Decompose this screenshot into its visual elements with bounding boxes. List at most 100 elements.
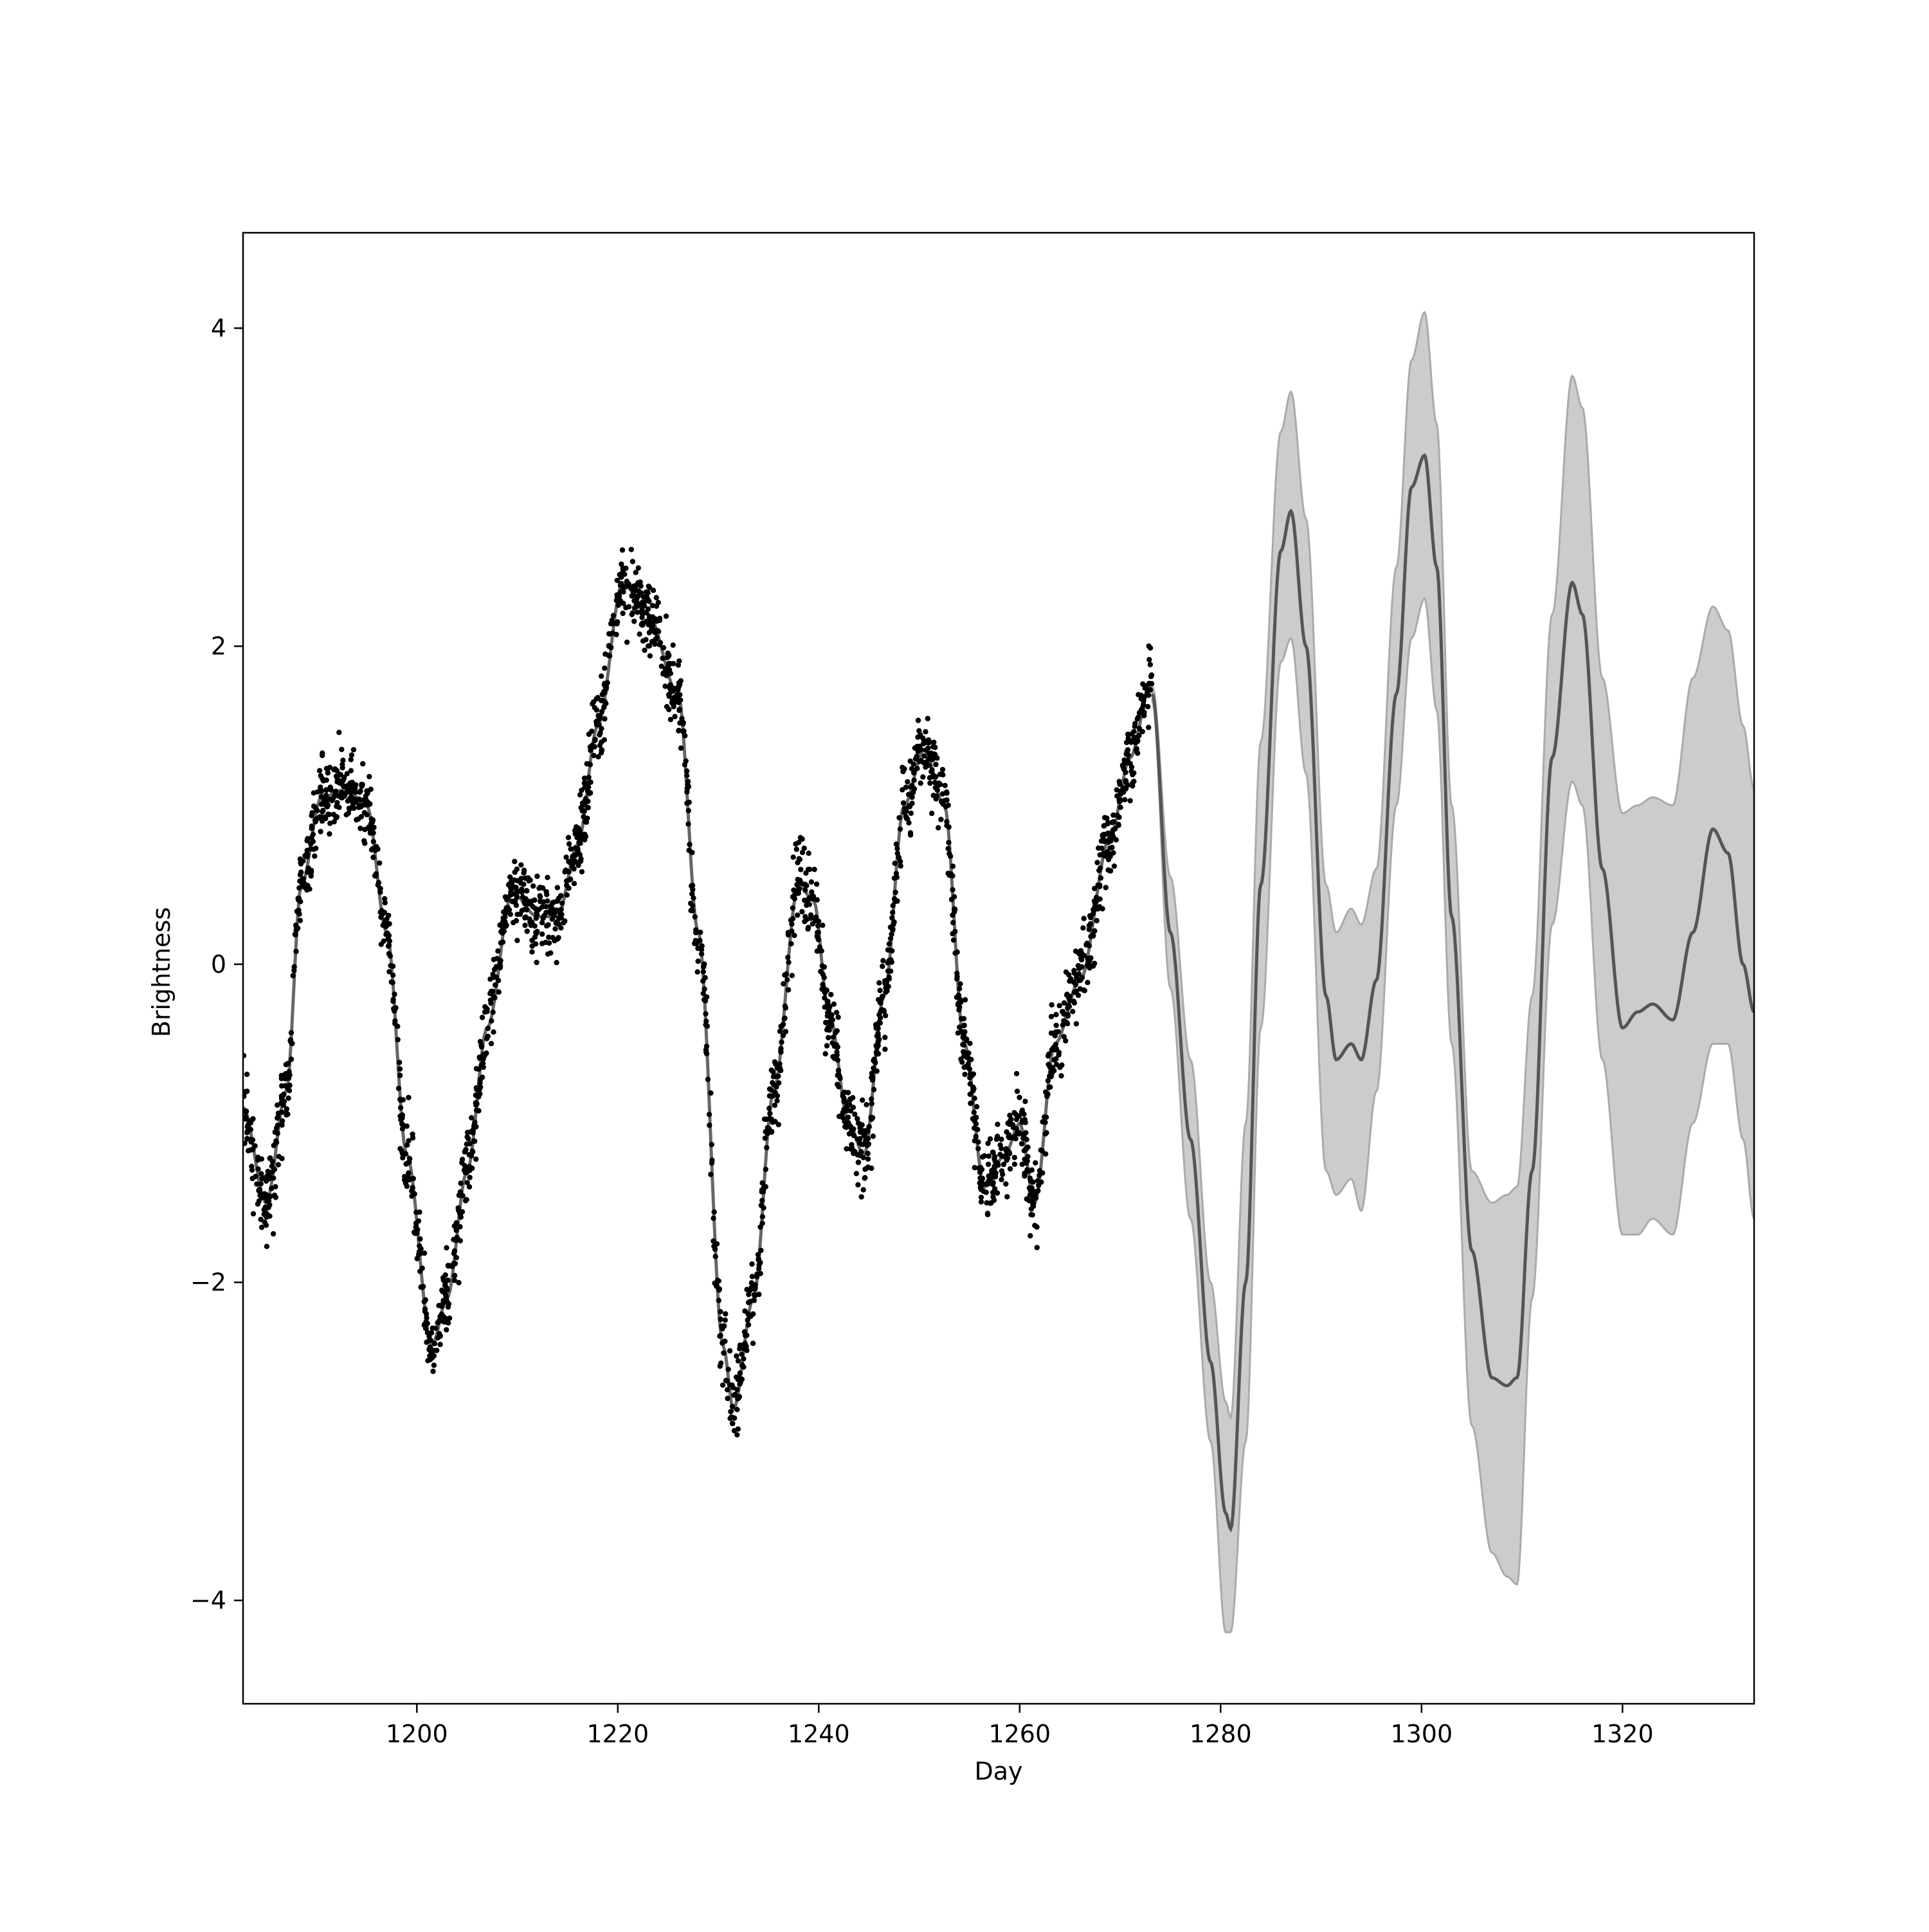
observation-point xyxy=(777,1028,783,1034)
observation-point xyxy=(833,1009,840,1016)
observation-point xyxy=(986,1153,992,1159)
x-tick-label: 1200 xyxy=(386,1720,448,1748)
observation-point xyxy=(765,1124,771,1131)
observation-point xyxy=(556,935,561,941)
observation-point xyxy=(571,881,577,887)
observation-point xyxy=(1071,970,1078,976)
observation-point xyxy=(768,1087,774,1093)
observation-point xyxy=(805,867,811,872)
observation-point xyxy=(676,699,682,705)
observation-point xyxy=(318,801,325,808)
observation-point xyxy=(875,997,882,1003)
observation-point xyxy=(1025,1144,1031,1150)
observation-point xyxy=(1001,1161,1007,1168)
observation-point xyxy=(631,588,637,594)
observation-point xyxy=(933,761,939,768)
observation-point xyxy=(847,1146,853,1152)
observation-point xyxy=(672,714,678,719)
observation-point xyxy=(1105,820,1111,827)
observation-point xyxy=(891,875,898,881)
observation-point xyxy=(963,1063,968,1070)
observation-point xyxy=(1026,1168,1032,1175)
observation-point xyxy=(488,1041,494,1047)
observation-point xyxy=(968,1100,974,1106)
observation-point xyxy=(456,1279,462,1286)
observation-point xyxy=(509,898,515,905)
observation-point xyxy=(734,1432,740,1438)
observation-point xyxy=(440,1319,446,1324)
observation-point xyxy=(869,1096,874,1102)
observation-point xyxy=(565,835,572,840)
observation-point xyxy=(464,1170,469,1176)
observation-point xyxy=(717,1363,723,1369)
observation-point xyxy=(539,919,545,926)
observation-point xyxy=(266,1204,271,1211)
observation-point xyxy=(452,1261,458,1267)
observation-point xyxy=(679,716,685,721)
observation-point xyxy=(795,912,801,918)
observation-point xyxy=(454,1234,460,1241)
observation-point xyxy=(963,1050,970,1056)
observation-point xyxy=(711,1209,717,1215)
observation-point xyxy=(1073,948,1079,954)
observation-point xyxy=(930,744,936,750)
observation-point xyxy=(302,853,308,859)
observation-point xyxy=(855,1115,860,1122)
observation-point xyxy=(464,1141,469,1147)
observation-point xyxy=(419,1265,425,1271)
observation-point xyxy=(386,969,392,975)
observation-point xyxy=(428,1330,435,1336)
observation-point xyxy=(908,810,914,817)
observation-point xyxy=(250,1146,256,1152)
observation-point xyxy=(1020,1132,1026,1137)
observation-point xyxy=(736,1394,743,1400)
observation-point xyxy=(243,1088,248,1095)
observation-point xyxy=(264,1243,270,1249)
x-tick-label: 1260 xyxy=(988,1720,1051,1748)
observation-point xyxy=(950,919,956,926)
observation-point xyxy=(1088,934,1094,939)
observation-point xyxy=(1024,1196,1029,1202)
observation-point xyxy=(1058,1073,1064,1079)
observation-point xyxy=(534,928,540,935)
observation-point xyxy=(951,906,957,912)
observation-point xyxy=(377,860,383,866)
observation-point xyxy=(583,819,590,826)
observation-point xyxy=(746,1292,752,1297)
observation-point xyxy=(349,752,355,758)
observation-point xyxy=(689,891,695,897)
observation-point xyxy=(700,978,706,984)
observation-point xyxy=(571,866,577,872)
observation-point xyxy=(574,835,580,840)
observation-point xyxy=(334,779,340,785)
observation-point xyxy=(871,1087,877,1092)
observation-point xyxy=(654,635,660,640)
observation-point xyxy=(280,1092,287,1097)
observation-point xyxy=(718,1333,723,1339)
observation-point xyxy=(849,1142,855,1148)
observation-point xyxy=(320,809,325,815)
observation-point xyxy=(1134,747,1139,754)
observation-point xyxy=(590,742,595,748)
observation-point xyxy=(446,1301,451,1307)
observation-point xyxy=(911,777,917,783)
observation-point xyxy=(896,855,902,861)
observation-point xyxy=(1053,1022,1059,1029)
observation-point xyxy=(942,782,948,789)
observation-point xyxy=(291,964,297,970)
observation-point xyxy=(482,1052,487,1059)
observation-point xyxy=(386,912,392,919)
observation-point xyxy=(865,1156,871,1162)
observation-point xyxy=(275,1110,282,1116)
observation-point xyxy=(831,1001,837,1007)
observation-point xyxy=(983,1181,990,1187)
observation-point xyxy=(266,1193,272,1199)
observation-point xyxy=(380,923,386,928)
observation-point xyxy=(716,1287,722,1293)
observation-point xyxy=(962,997,968,1003)
observation-point xyxy=(363,799,369,804)
observation-point xyxy=(780,1022,786,1027)
observation-point xyxy=(244,1124,250,1130)
observation-point xyxy=(280,1102,286,1108)
